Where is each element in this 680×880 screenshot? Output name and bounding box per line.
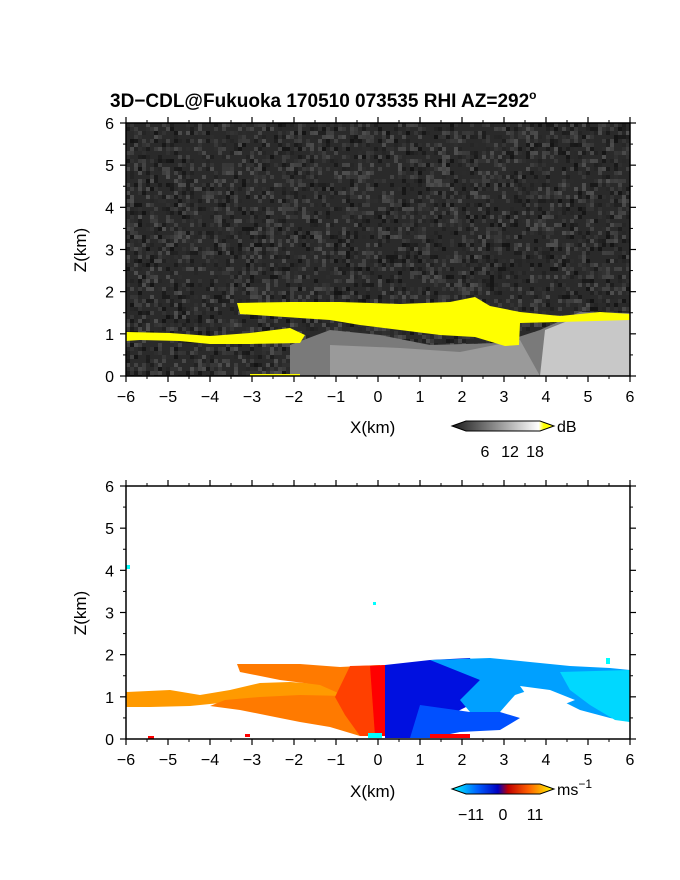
y-tick-label: 2 bbox=[105, 285, 114, 302]
speckle bbox=[148, 736, 154, 739]
y-tick-label: 4 bbox=[105, 200, 114, 217]
x-tick-label: −6 bbox=[117, 389, 135, 406]
velocity-colorbar-bar bbox=[450, 783, 556, 795]
velocity-echo-region bbox=[126, 565, 630, 739]
x-tick-label: 3 bbox=[500, 752, 509, 769]
reflectivity-xlabel: X(km) bbox=[350, 418, 395, 437]
x-tick-label: 5 bbox=[584, 752, 593, 769]
y-tick-label: 2 bbox=[105, 648, 114, 665]
positive-velocity-region bbox=[126, 682, 350, 707]
x-tick-label: 4 bbox=[542, 752, 551, 769]
positive-velocity-upper-band bbox=[210, 664, 385, 736]
x-tick-label: −3 bbox=[243, 389, 261, 406]
y-tick-label: 5 bbox=[105, 158, 114, 175]
x-tick-label: −2 bbox=[285, 389, 303, 406]
colorbar-tick-6: 6 bbox=[481, 444, 490, 461]
x-tick-label: 2 bbox=[458, 752, 467, 769]
x-tick-label: 0 bbox=[374, 752, 383, 769]
negative-velocity-outer bbox=[560, 670, 630, 722]
speckle bbox=[368, 733, 382, 738]
reflectivity-colorbar-bar bbox=[450, 420, 556, 432]
x-tick-label: −2 bbox=[285, 752, 303, 769]
velocity-panel: −6 −5 −4 −3 −2 −1 0 1 2 3 4 5 6 0 1 2 3 4 5 6 X(km) Z(km) m… bbox=[71, 479, 636, 824]
speckle bbox=[126, 565, 130, 569]
y-tick-label: 4 bbox=[105, 563, 114, 580]
x-tick-label: 0 bbox=[374, 389, 383, 406]
reflectivity-ylabel: Z(km) bbox=[71, 228, 90, 272]
y-tick-label: 0 bbox=[105, 369, 114, 386]
x-tick-label: 3 bbox=[500, 389, 509, 406]
strong-return-layer bbox=[237, 297, 630, 346]
y-tick-label: 5 bbox=[105, 521, 114, 538]
strong-return-lower-band bbox=[126, 328, 305, 344]
y-tick-label: 3 bbox=[105, 606, 114, 623]
x-tick-label: 6 bbox=[626, 389, 635, 406]
weak-return-bright-region bbox=[540, 316, 630, 376]
positive-velocity-edge bbox=[370, 665, 385, 736]
x-tick-label: 5 bbox=[584, 389, 593, 406]
negative-velocity-lower bbox=[410, 705, 520, 738]
colorbar-tick-11: 11 bbox=[527, 807, 544, 824]
weak-return-mid-region bbox=[330, 340, 540, 376]
y-tick-label: 6 bbox=[105, 479, 114, 496]
velocity-ylabel: Z(km) bbox=[71, 591, 90, 635]
x-tick-label: 1 bbox=[416, 752, 425, 769]
x-tick-label: −1 bbox=[327, 389, 345, 406]
speckle bbox=[245, 734, 250, 737]
colorbar-tick-minus-11: −11 bbox=[458, 807, 484, 824]
x-tick-label: −3 bbox=[243, 752, 261, 769]
x-tick-label: −4 bbox=[201, 389, 219, 406]
x-tick-label: −5 bbox=[159, 389, 177, 406]
x-tick-label: −5 bbox=[159, 752, 177, 769]
negative-velocity-core bbox=[385, 658, 480, 738]
speckle bbox=[606, 658, 610, 664]
x-tick-label: −1 bbox=[327, 752, 345, 769]
x-tick-label: −4 bbox=[201, 752, 219, 769]
speckle bbox=[373, 602, 376, 605]
x-tick-label: 1 bbox=[416, 389, 425, 406]
x-tick-label: 2 bbox=[458, 389, 467, 406]
velocity-colorbar: ms−1 −11 0 11 bbox=[450, 777, 592, 824]
reflectivity-colorbar: dB 6 12 18 bbox=[450, 419, 577, 461]
colorbar-tick-0: 0 bbox=[499, 807, 508, 824]
y-tick-label: 1 bbox=[105, 690, 114, 707]
reflectivity-ticks: −6 −5 −4 −3 −2 −1 0 1 2 3 4 5 6 0 1 2 3 4 5 6 bbox=[105, 116, 636, 406]
reflectivity-colorbar-unit: dB bbox=[557, 419, 577, 436]
x-tick-label: −6 bbox=[117, 752, 135, 769]
speckle bbox=[430, 734, 470, 738]
velocity-ticks: −6 −5 −4 −3 −2 −1 0 1 2 3 4 5 6 0 1 2 3 4 5 6 bbox=[105, 479, 636, 769]
colorbar-tick-12: 12 bbox=[501, 444, 519, 461]
reflectivity-echo-region bbox=[126, 297, 630, 376]
y-tick-label: 0 bbox=[105, 732, 114, 749]
figure-title: 3D−CDL@Fukuoka 170510 073535 RHI AZ=292o bbox=[110, 88, 537, 112]
x-tick-label: 6 bbox=[626, 752, 635, 769]
colorbar-tick-18: 18 bbox=[526, 444, 544, 461]
y-tick-label: 6 bbox=[105, 116, 114, 133]
velocity-xlabel: X(km) bbox=[350, 782, 395, 801]
velocity-echo-gap bbox=[520, 686, 575, 706]
x-tick-label: 4 bbox=[542, 389, 551, 406]
velocity-colorbar-unit: ms−1 bbox=[557, 777, 592, 799]
y-tick-label: 3 bbox=[105, 243, 114, 260]
y-tick-label: 1 bbox=[105, 327, 114, 344]
